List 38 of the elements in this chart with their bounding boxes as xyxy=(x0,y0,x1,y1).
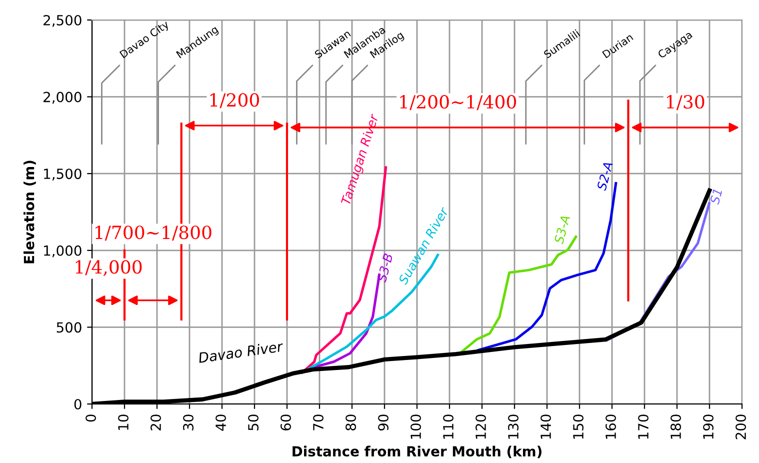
text: S1 xyxy=(710,188,722,205)
x-tick-label: 180 xyxy=(670,414,682,439)
y-tick-label: 0 xyxy=(74,398,82,410)
x-tick-label: 10 xyxy=(118,414,129,430)
y-tick-label: 1,500 xyxy=(44,168,82,180)
x-tick-label: 150 xyxy=(573,414,584,439)
x-tick-label: 30 xyxy=(183,414,194,430)
y-tick-label: 2,500 xyxy=(44,14,82,27)
x-tick-label: 70 xyxy=(313,414,324,430)
annotation: 1/700~1/800 xyxy=(96,226,212,241)
text: S2-A xyxy=(596,161,613,192)
x-tick-label: 110 xyxy=(443,414,454,439)
x-tick-label: 90 xyxy=(378,414,389,431)
text: Davao River xyxy=(198,340,284,364)
x-tick-label: 120 xyxy=(476,414,486,439)
y-tick-label: 1,000 xyxy=(44,245,82,258)
x-tick-label: 160 xyxy=(606,414,616,439)
text: S3-A xyxy=(554,214,570,244)
y-tick-label: 500 xyxy=(56,322,82,333)
x-tick-label: 130 xyxy=(508,414,519,439)
x-tick-label: 190 xyxy=(703,414,714,439)
x-tick-label: 170 xyxy=(638,414,649,439)
annotation: 1/200~1/400 xyxy=(400,95,516,110)
annotation: 1/200 xyxy=(210,93,260,108)
annotation: 1/30 xyxy=(667,95,704,110)
x-tick-label: 40 xyxy=(216,414,226,431)
x-tick-label: 80 xyxy=(346,414,356,430)
annotation: 1/4,000 xyxy=(76,260,142,276)
x-tick-label: 50 xyxy=(248,414,259,430)
x-tick-label: 0 xyxy=(86,414,96,422)
x-tick-label: 140 xyxy=(540,414,552,439)
x-tick-label: 100 xyxy=(410,414,422,439)
x-tick-label: 200 xyxy=(736,414,746,440)
y-axis-title: Elevation (m) xyxy=(24,160,36,264)
x-axis-title: Distance from River Mouth (km) xyxy=(292,446,542,458)
x-tick-label: 20 xyxy=(150,414,162,430)
y-tick-label: 2,000 xyxy=(44,92,82,104)
x-tick-label: 60 xyxy=(280,414,292,430)
